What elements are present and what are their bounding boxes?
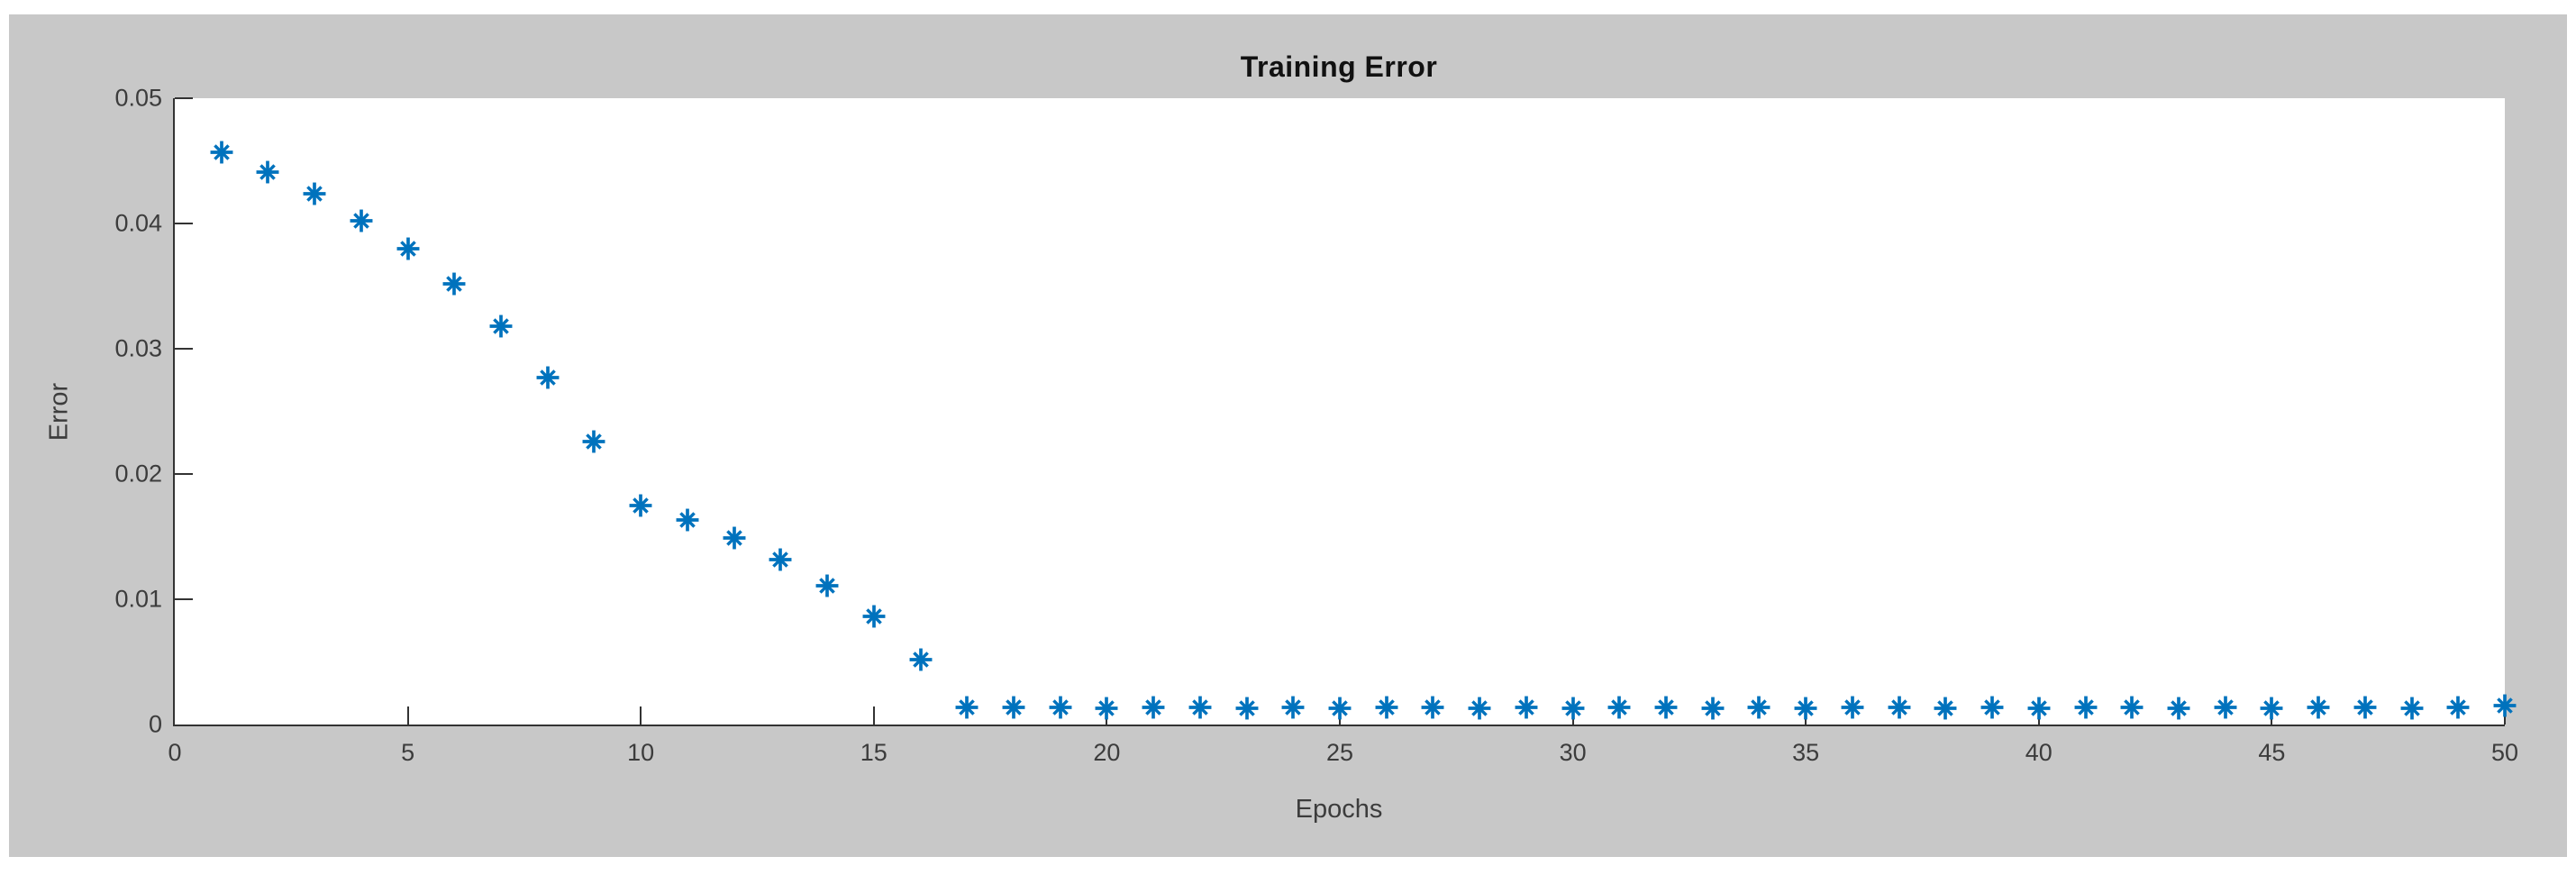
data-point-marker	[489, 314, 513, 338]
data-point-marker	[2167, 697, 2190, 720]
y-tick-label: 0.03	[114, 334, 162, 362]
x-tick-label: 5	[401, 739, 415, 766]
data-point-marker	[723, 526, 746, 550]
data-point-marker	[396, 237, 420, 260]
x-tick-mark	[2037, 706, 2040, 725]
data-point-marker	[2120, 696, 2144, 719]
data-point-marker	[769, 548, 792, 571]
x-tick-label: 20	[1093, 739, 1121, 766]
y-axis-label: Error	[44, 382, 74, 442]
data-point-marker	[210, 141, 233, 164]
data-point-marker	[1888, 696, 1911, 719]
x-tick-label: 25	[1325, 739, 1354, 766]
data-point-marker	[1421, 696, 1444, 719]
x-tick-mark	[872, 706, 875, 725]
data-point-marker	[1281, 696, 1305, 719]
data-point-marker	[1235, 697, 1259, 720]
data-point-marker	[2400, 697, 2424, 720]
figure-canvas: Training Error Error 0 0.01 0.02 0.03 0.04 0.…	[9, 14, 2567, 857]
data-point-marker	[1002, 696, 1025, 719]
y-tick-mark	[175, 348, 193, 350]
data-point-marker	[582, 430, 605, 453]
y-tick-mark	[175, 223, 193, 224]
data-point-marker	[629, 494, 652, 517]
data-point-marker	[1701, 697, 1725, 720]
data-point-marker	[442, 272, 466, 296]
x-tick-label: 45	[2258, 739, 2286, 766]
data-point-marker	[350, 209, 373, 232]
data-point-marker	[2353, 696, 2377, 719]
data-point-marker	[303, 182, 326, 205]
y-tick-label: 0.01	[114, 585, 162, 613]
x-tick-label: 40	[2025, 739, 2053, 766]
data-point-marker	[1188, 696, 1212, 719]
y-tick-label: 0.05	[114, 84, 162, 112]
x-tick-mark	[1805, 706, 1807, 725]
x-tick-label: 35	[1792, 739, 1820, 766]
data-point-marker	[1515, 696, 1538, 719]
data-point-marker	[1980, 696, 2004, 719]
data-point-marker	[1747, 696, 1770, 719]
data-point-marker	[676, 508, 699, 532]
data-point-marker	[1934, 697, 1957, 720]
y-tick-mark	[175, 97, 193, 99]
data-point-marker	[1142, 696, 1165, 719]
y-tick-mark	[175, 598, 193, 600]
x-tick-mark	[406, 706, 409, 725]
x-tick-label: 0	[168, 739, 182, 766]
x-tick-label: 50	[2490, 739, 2519, 766]
data-point-marker	[1607, 696, 1631, 719]
x-axis-label: Epochs	[1295, 795, 1383, 824]
data-point-marker	[2214, 696, 2237, 719]
data-point-marker	[256, 160, 279, 184]
x-tick-mark	[1571, 706, 1574, 725]
data-point-marker	[955, 696, 979, 719]
x-tick-label: 30	[1559, 739, 1587, 766]
data-point-marker	[2446, 696, 2470, 719]
data-point-marker	[909, 648, 933, 671]
data-point-marker	[862, 605, 886, 628]
plot-area: 0 0.01 0.02 0.03 0.04 0.05 0 5 10 15 20 25 30 35 40 45 5…	[114, 85, 2518, 767]
data-point-marker	[536, 366, 560, 389]
y-tick-label: 0	[148, 710, 162, 738]
data-point-marker	[1049, 696, 1072, 719]
x-tick-mark	[2504, 706, 2506, 725]
data-point-marker	[1654, 696, 1678, 719]
x-tick-mark	[1106, 706, 1108, 725]
data-point-marker	[2307, 696, 2330, 719]
x-tick-mark	[2271, 706, 2273, 725]
x-tick-label: 15	[860, 739, 887, 766]
data-point-marker	[1468, 697, 1491, 720]
x-tick-label: 10	[627, 739, 655, 766]
y-tick-label: 0.04	[114, 209, 162, 237]
y-tick-label: 0.02	[114, 460, 162, 488]
data-point-marker	[815, 574, 839, 597]
x-tick-mark	[640, 706, 642, 725]
data-point-marker	[2074, 696, 2098, 719]
x-tick-mark	[1339, 706, 1341, 725]
y-tick-mark	[175, 473, 193, 475]
data-point-marker	[1841, 696, 1864, 719]
chart-title: Training Error	[1240, 50, 1438, 83]
data-point-marker	[1375, 696, 1398, 719]
